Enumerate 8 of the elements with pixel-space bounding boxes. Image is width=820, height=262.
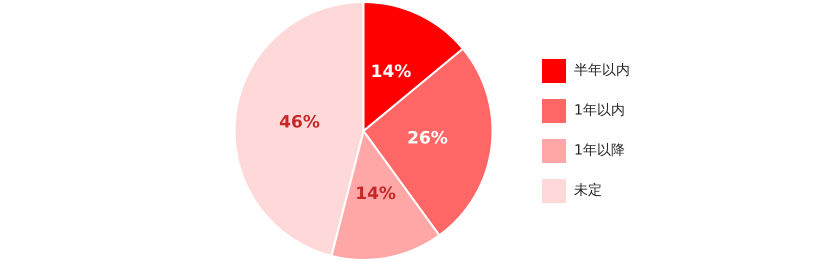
legend-label: 未定	[574, 182, 602, 199]
legend-label: 1年以降	[574, 142, 625, 159]
data-label: 14%	[355, 184, 396, 204]
data-label: 14%	[370, 62, 412, 82]
data-label: 26%	[407, 128, 448, 149]
data-label: 46%	[279, 112, 320, 132]
legend-label: 1年以内	[574, 102, 625, 119]
legend-label: 半年以内	[574, 62, 630, 79]
